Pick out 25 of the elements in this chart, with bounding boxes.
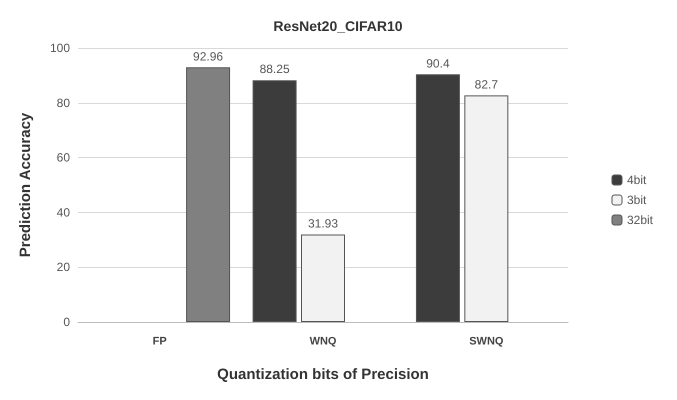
x-axis-title: Quantization bits of Precision	[217, 366, 429, 383]
y-tick-label: 40	[56, 205, 70, 220]
chart-title: ResNet20_CIFAR10	[273, 18, 403, 34]
legend-label: 32bit	[626, 213, 654, 227]
y-tick-label: 0	[63, 315, 70, 329]
data-label: 90.4	[426, 56, 450, 70]
bar	[416, 74, 460, 322]
bar	[301, 234, 345, 322]
y-tick-label: 20	[56, 260, 70, 274]
y-tick-label: 100	[50, 41, 70, 55]
data-label: 92.96	[193, 49, 224, 64]
data-label: 82.7	[474, 77, 498, 92]
y-axis-title: Prediction Accuracy	[17, 112, 34, 258]
data-label: 88.25	[260, 62, 290, 76]
x-tick-label: WNQ	[310, 336, 337, 348]
y-tick-label: 60	[56, 150, 70, 165]
data-label: 31.93	[308, 216, 338, 231]
bar	[252, 80, 297, 322]
y-tick-label: 80	[56, 96, 70, 110]
legend-label: 4bit	[626, 173, 647, 187]
legend-label: 3bit	[626, 193, 647, 207]
x-tick-label: FP	[152, 336, 167, 348]
bar	[464, 95, 508, 322]
x-tick-label: SWNQ	[469, 336, 504, 348]
bar	[186, 67, 230, 322]
